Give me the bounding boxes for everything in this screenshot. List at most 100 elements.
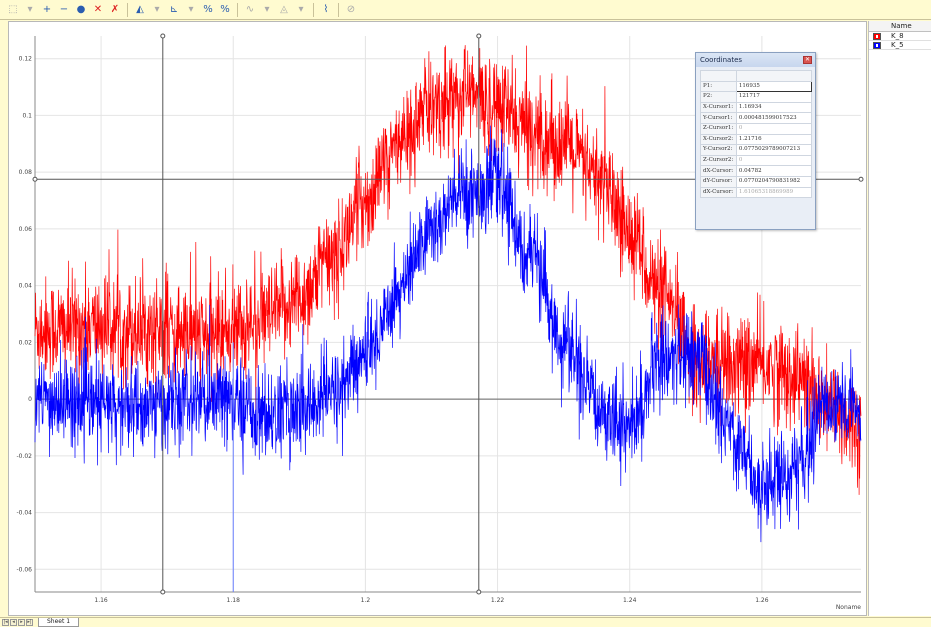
coordinate-key: dX-Cursor:	[700, 165, 737, 177]
series-line-k-5	[34, 125, 862, 543]
last-sheet-button[interactable]: ▸|	[26, 619, 33, 626]
coordinate-value: 0.0770204790831982	[735, 175, 813, 188]
sheet-tab[interactable]: Sheet 1	[38, 618, 80, 627]
close-icon[interactable]: ✕	[803, 56, 812, 64]
coordinates-row: P2: 121717	[700, 91, 813, 103]
series-line-k-8	[34, 45, 862, 495]
coordinates-table: P1: 116935 P2: 121717 X-Cursor1: 1.16934 Y-Cur…	[700, 70, 813, 199]
delete-icon[interactable]: ✕	[93, 3, 103, 15]
toolbar-separator	[127, 2, 128, 17]
area-icon[interactable]: ◬	[280, 3, 288, 15]
curve-icon[interactable]: ⌇	[323, 3, 329, 15]
x-tick-label: 1.24	[623, 597, 637, 604]
toolbar-separator	[338, 2, 339, 17]
legend-panel: Name K_8 K_5	[868, 21, 931, 616]
coordinate-key: Y-Cursor1:	[700, 112, 737, 124]
coordinate-key: P1:	[700, 80, 737, 93]
dropdown-icon[interactable]: ▾	[188, 3, 194, 15]
percent-alt-icon[interactable]: %	[220, 3, 230, 15]
y-tick-label: -0.06	[16, 566, 32, 573]
coordinates-row: Z-Cursor1: 0	[700, 122, 813, 135]
legend-item[interactable]: K_8	[869, 32, 931, 41]
y-tick-label: 0	[28, 396, 32, 403]
legend-item-label: K_5	[891, 41, 904, 49]
legend-swatch-icon	[873, 32, 881, 40]
x-tick-label: 1.18	[227, 597, 241, 604]
y-tick-label: -0.04	[16, 510, 32, 517]
dropdown-icon[interactable]: ▾	[298, 3, 304, 15]
coordinate-value: 1.21716	[735, 133, 813, 146]
y-tick-label: 0.04	[19, 283, 33, 290]
coordinate-value: 0.04782	[735, 165, 813, 177]
coordinate-key: X-Cursor2:	[700, 133, 737, 146]
cursor-handle[interactable]	[32, 176, 38, 182]
coordinate-key: X-Cursor1:	[700, 101, 737, 114]
coordinate-value: 121717	[735, 91, 813, 103]
x-tick-label: 1.22	[491, 597, 505, 604]
coordinates-row: dX-Cursor: 1.61065318869989	[700, 186, 813, 199]
coordinate-value: 0	[735, 122, 813, 135]
coordinates-title-bar[interactable]: Coordinates ✕	[696, 53, 815, 67]
toolbar-separator	[313, 2, 314, 17]
x-tick-label: 1.16	[94, 597, 108, 604]
toolbar-separator	[237, 2, 238, 17]
y-tick-label: -0.02	[16, 453, 32, 460]
y-tick-label: 0.06	[19, 226, 33, 233]
legend-item[interactable]: K_5	[869, 41, 931, 50]
next-sheet-button[interactable]: ▸	[18, 619, 25, 626]
y-tick-label: 0.08	[19, 169, 33, 176]
coordinates-title: Coordinates	[700, 56, 743, 64]
select-tool-icon[interactable]: ⬚	[8, 3, 18, 15]
legend-item-label: K_8	[891, 32, 904, 40]
coordinate-value[interactable]: 116935	[735, 80, 813, 93]
baseline-icon[interactable]: ⊾	[169, 3, 179, 15]
smooth-icon[interactable]: ∿	[245, 3, 255, 15]
toolbar: ⬚ ▾ + − ● ✕ ✗ ◭ ▾ ⊾ ▾%% ∿ ▾ ◬ ▾ ⌇ ⊘	[0, 0, 931, 20]
coordinates-header-row	[700, 70, 813, 82]
coordinate-key: dX-Cursor:	[700, 186, 737, 199]
dropdown-icon[interactable]: ▾	[264, 3, 270, 15]
legend-header: Name	[869, 21, 931, 32]
prev-sheet-button[interactable]: ◂	[10, 619, 17, 626]
coordinates-row: X-Cursor1: 1.16934	[700, 101, 813, 114]
peak-icon[interactable]: ◭	[136, 3, 144, 15]
dropdown-icon[interactable]: ▾	[154, 3, 160, 15]
cursor-handle[interactable]	[476, 33, 482, 39]
coordinate-value: 1.16934	[735, 101, 813, 114]
coordinates-row: Z-Cursor2: 0	[700, 154, 813, 167]
circle-icon[interactable]: ●	[76, 3, 86, 15]
y-tick-label: 0.1	[22, 112, 32, 119]
coordinate-key: P2:	[700, 91, 737, 103]
coordinate-value: 0.0775029789007213	[735, 144, 813, 156]
legend-swatch-icon	[873, 41, 881, 49]
eraser-icon[interactable]: ⊘	[346, 3, 356, 15]
coordinates-row: Y-Cursor2: 0.0775029789007213	[700, 144, 813, 156]
percent-icon[interactable]: %	[203, 3, 213, 15]
coordinate-key: dY-Cursor:	[700, 175, 737, 188]
dropdown-icon[interactable]: ▾	[27, 3, 33, 15]
coordinates-row: P1: 116935	[700, 80, 813, 93]
sheet-bar: |◂ ◂ ▸ ▸| Sheet 1	[0, 617, 931, 627]
cursor-handle[interactable]	[160, 33, 166, 39]
coordinate-key: Z-Cursor2:	[700, 154, 737, 167]
subtract-icon[interactable]: −	[59, 3, 69, 15]
y-tick-label: 0.02	[19, 339, 33, 346]
coordinate-value: 0.000481599017523	[735, 112, 813, 124]
pin-icon[interactable]: ✗	[110, 3, 120, 15]
y-tick-label: 0.12	[19, 56, 33, 63]
cursor-handle[interactable]	[160, 589, 166, 595]
chart[interactable]: -0.06 -0.04 -0.02 0 0.02 0.04 0.06 0.08 0.1 0.12 1…	[9, 22, 868, 617]
coordinate-key: Y-Cursor2:	[700, 144, 737, 156]
coordinate-key: Z-Cursor1:	[700, 122, 737, 135]
x-tick-label: 1.26	[755, 597, 769, 604]
coordinates-row: dX-Cursor: 0.04782	[700, 165, 813, 177]
first-sheet-button[interactable]: |◂	[2, 619, 9, 626]
x-tick-label: 1.2	[361, 597, 371, 604]
x-axis-label: Noname	[836, 604, 861, 611]
cursor-handle[interactable]	[858, 176, 864, 182]
coordinates-dialog[interactable]: Coordinates ✕ P1: 116935 P2: 121717 X-Cursor…	[695, 52, 816, 230]
coordinates-row: Y-Cursor1: 0.000481599017523	[700, 112, 813, 124]
cursor-handle[interactable]	[476, 589, 482, 595]
add-icon[interactable]: +	[42, 3, 52, 15]
